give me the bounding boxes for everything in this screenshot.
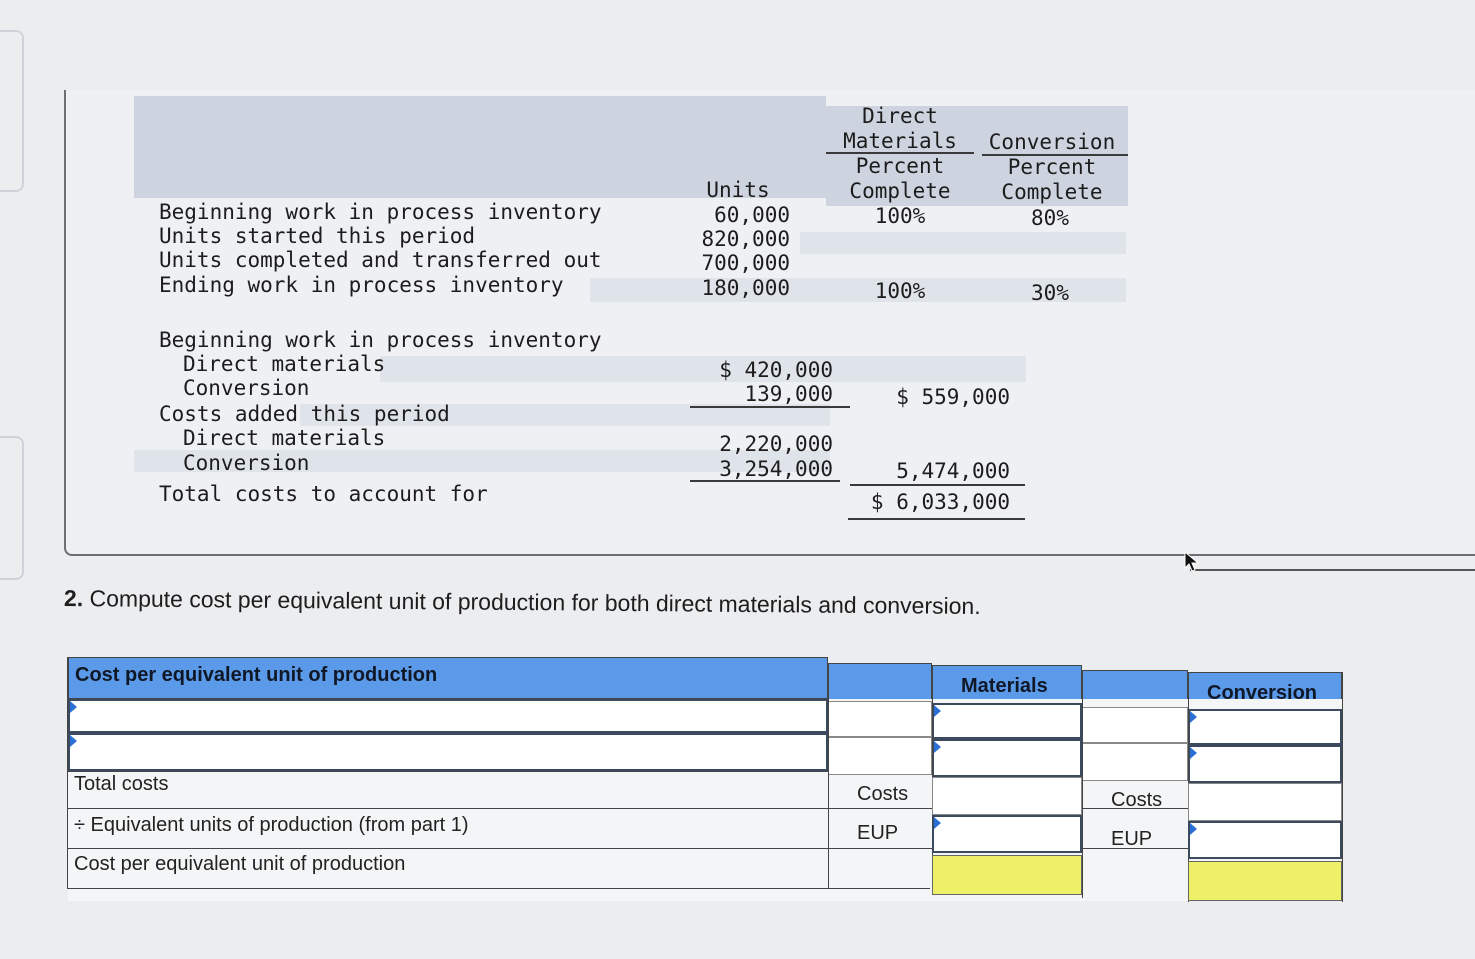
units-value: 820,000 bbox=[701, 227, 790, 251]
row-divider bbox=[68, 888, 930, 889]
input-marker-icon bbox=[934, 817, 941, 829]
conversion-costs-input[interactable] bbox=[1188, 783, 1342, 821]
row-stripe bbox=[380, 356, 1026, 382]
conv-header-line: Conversion bbox=[988, 130, 1116, 154]
materials-costs-input[interactable] bbox=[932, 777, 1082, 815]
add-total-cost: 5,474,000 bbox=[896, 459, 1010, 483]
row-stripe bbox=[800, 232, 1126, 254]
row-label: Units started this period bbox=[159, 224, 476, 248]
conversion-eup-input[interactable] bbox=[1188, 821, 1342, 859]
double-underline bbox=[848, 518, 1025, 520]
conv-header-rule bbox=[982, 154, 1128, 156]
conversion-row1-blank bbox=[1082, 707, 1188, 743]
conversion-costs-label: Costs bbox=[1111, 789, 1163, 811]
row-stripe bbox=[134, 450, 830, 472]
conversion-eup-label: EUP bbox=[1111, 828, 1153, 850]
input-marker-icon bbox=[1190, 747, 1197, 759]
row1-label-input[interactable] bbox=[68, 699, 828, 733]
materials-header: Materials bbox=[932, 665, 1082, 705]
input-marker-icon bbox=[934, 741, 941, 753]
page-edge-tab bbox=[0, 30, 24, 192]
answer-header-label: Cost per equivalent unit of production bbox=[68, 657, 828, 699]
table-header-shading bbox=[826, 106, 1128, 206]
input-marker-icon bbox=[70, 735, 77, 747]
row-divider bbox=[68, 848, 1342, 849]
row-stripe bbox=[300, 404, 830, 426]
cost-section-label: Beginning work in process inventory bbox=[159, 328, 602, 352]
conversion-row1-input[interactable] bbox=[1188, 709, 1342, 745]
materials-row1-input[interactable] bbox=[932, 703, 1082, 739]
mouse-pointer-icon bbox=[1184, 550, 1200, 578]
units-header: Units bbox=[706, 178, 770, 202]
eup-label: ÷ Equivalent units of production (from p… bbox=[74, 814, 469, 836]
row2-blank-cell bbox=[828, 737, 932, 775]
input-marker-icon bbox=[1190, 823, 1197, 835]
add-dm-cost: 2,220,000 bbox=[719, 432, 833, 456]
column-divider bbox=[1082, 670, 1083, 898]
input-marker-icon bbox=[70, 701, 77, 713]
question-body: Compute cost per equivalent unit of prod… bbox=[89, 585, 981, 619]
beg-conv-cost: 139,000 bbox=[744, 382, 833, 406]
total-rule bbox=[850, 484, 1025, 486]
units-value: 700,000 bbox=[701, 251, 790, 275]
row1-blank-cell bbox=[828, 701, 932, 737]
units-value: 60,000 bbox=[714, 203, 790, 227]
cost-line-label: Conversion bbox=[183, 451, 310, 475]
input-marker-icon bbox=[934, 705, 941, 717]
row2-label-input[interactable] bbox=[68, 733, 828, 771]
question-text: 2. Compute cost per equivalent unit of p… bbox=[64, 585, 981, 620]
column-divider bbox=[1342, 672, 1343, 902]
dm-header-line: Materials bbox=[843, 129, 957, 153]
cost-per-eup-label: Cost per equivalent unit of production bbox=[74, 853, 406, 875]
beg-total-cost: $ 559,000 bbox=[896, 385, 1010, 409]
cost-line-label: Direct materials bbox=[183, 352, 386, 376]
subtotal-rule bbox=[690, 480, 840, 482]
conv-header-line: Complete bbox=[1001, 180, 1103, 204]
materials-eup-label: EUP bbox=[857, 822, 899, 844]
conv-header: Conversion Percent Complete bbox=[982, 130, 1122, 205]
input-marker-icon bbox=[1190, 711, 1197, 723]
dm-percent-value: 100% bbox=[874, 204, 926, 228]
dm-percent-value: 100% bbox=[874, 279, 926, 303]
conv-percent-value: 80% bbox=[1031, 206, 1069, 230]
dm-header-line: Percent bbox=[855, 154, 945, 178]
dm-header-rule bbox=[826, 152, 974, 154]
dm-header-line: Complete bbox=[849, 179, 951, 203]
answer-header-blank bbox=[828, 663, 932, 701]
conv-header-line: Percent bbox=[1007, 155, 1097, 179]
cost-section-label: Costs added this period bbox=[159, 402, 450, 426]
column-divider bbox=[828, 663, 829, 889]
row-divider bbox=[68, 771, 828, 772]
total-cost: $ 6,033,000 bbox=[870, 490, 1010, 514]
row-stripe bbox=[590, 278, 1126, 302]
dm-header-line: Direct bbox=[862, 104, 938, 128]
row-label: Units completed and transferred out bbox=[159, 248, 602, 272]
materials-costs-label: Costs bbox=[857, 783, 909, 805]
page-edge-tab bbox=[0, 436, 24, 580]
conversion-row2-input[interactable] bbox=[1188, 745, 1342, 783]
add-conv-cost: 3,254,000 bbox=[719, 457, 833, 481]
conv-percent-value: 30% bbox=[1031, 281, 1069, 305]
materials-eup-input[interactable] bbox=[932, 815, 1082, 853]
conversion-cost-per-eup-result bbox=[1188, 861, 1342, 901]
divider-line bbox=[1190, 569, 1475, 571]
materials-cost-per-eup-result bbox=[932, 855, 1082, 895]
row-divider bbox=[68, 808, 1342, 809]
total-costs-label: Total costs bbox=[74, 773, 169, 795]
column-divider bbox=[67, 657, 68, 889]
row-label: Ending work in process inventory bbox=[159, 273, 564, 297]
cost-line-label: Conversion bbox=[183, 376, 310, 400]
materials-row2-input[interactable] bbox=[932, 739, 1082, 777]
dm-header: Direct Materials Percent Complete bbox=[830, 104, 970, 204]
cost-line-label: Direct materials bbox=[183, 426, 386, 450]
total-label: Total costs to account for bbox=[159, 482, 488, 506]
units-value: 180,000 bbox=[701, 276, 790, 300]
row-label: Beginning work in process inventory bbox=[159, 200, 602, 224]
conversion-header: Conversion bbox=[1188, 672, 1342, 712]
beg-dm-cost: $ 420,000 bbox=[719, 358, 833, 382]
conversion-row2-blank bbox=[1082, 743, 1188, 781]
question-number: 2. bbox=[63, 585, 84, 612]
subtotal-rule bbox=[690, 406, 850, 408]
table-header-shading bbox=[134, 96, 826, 198]
